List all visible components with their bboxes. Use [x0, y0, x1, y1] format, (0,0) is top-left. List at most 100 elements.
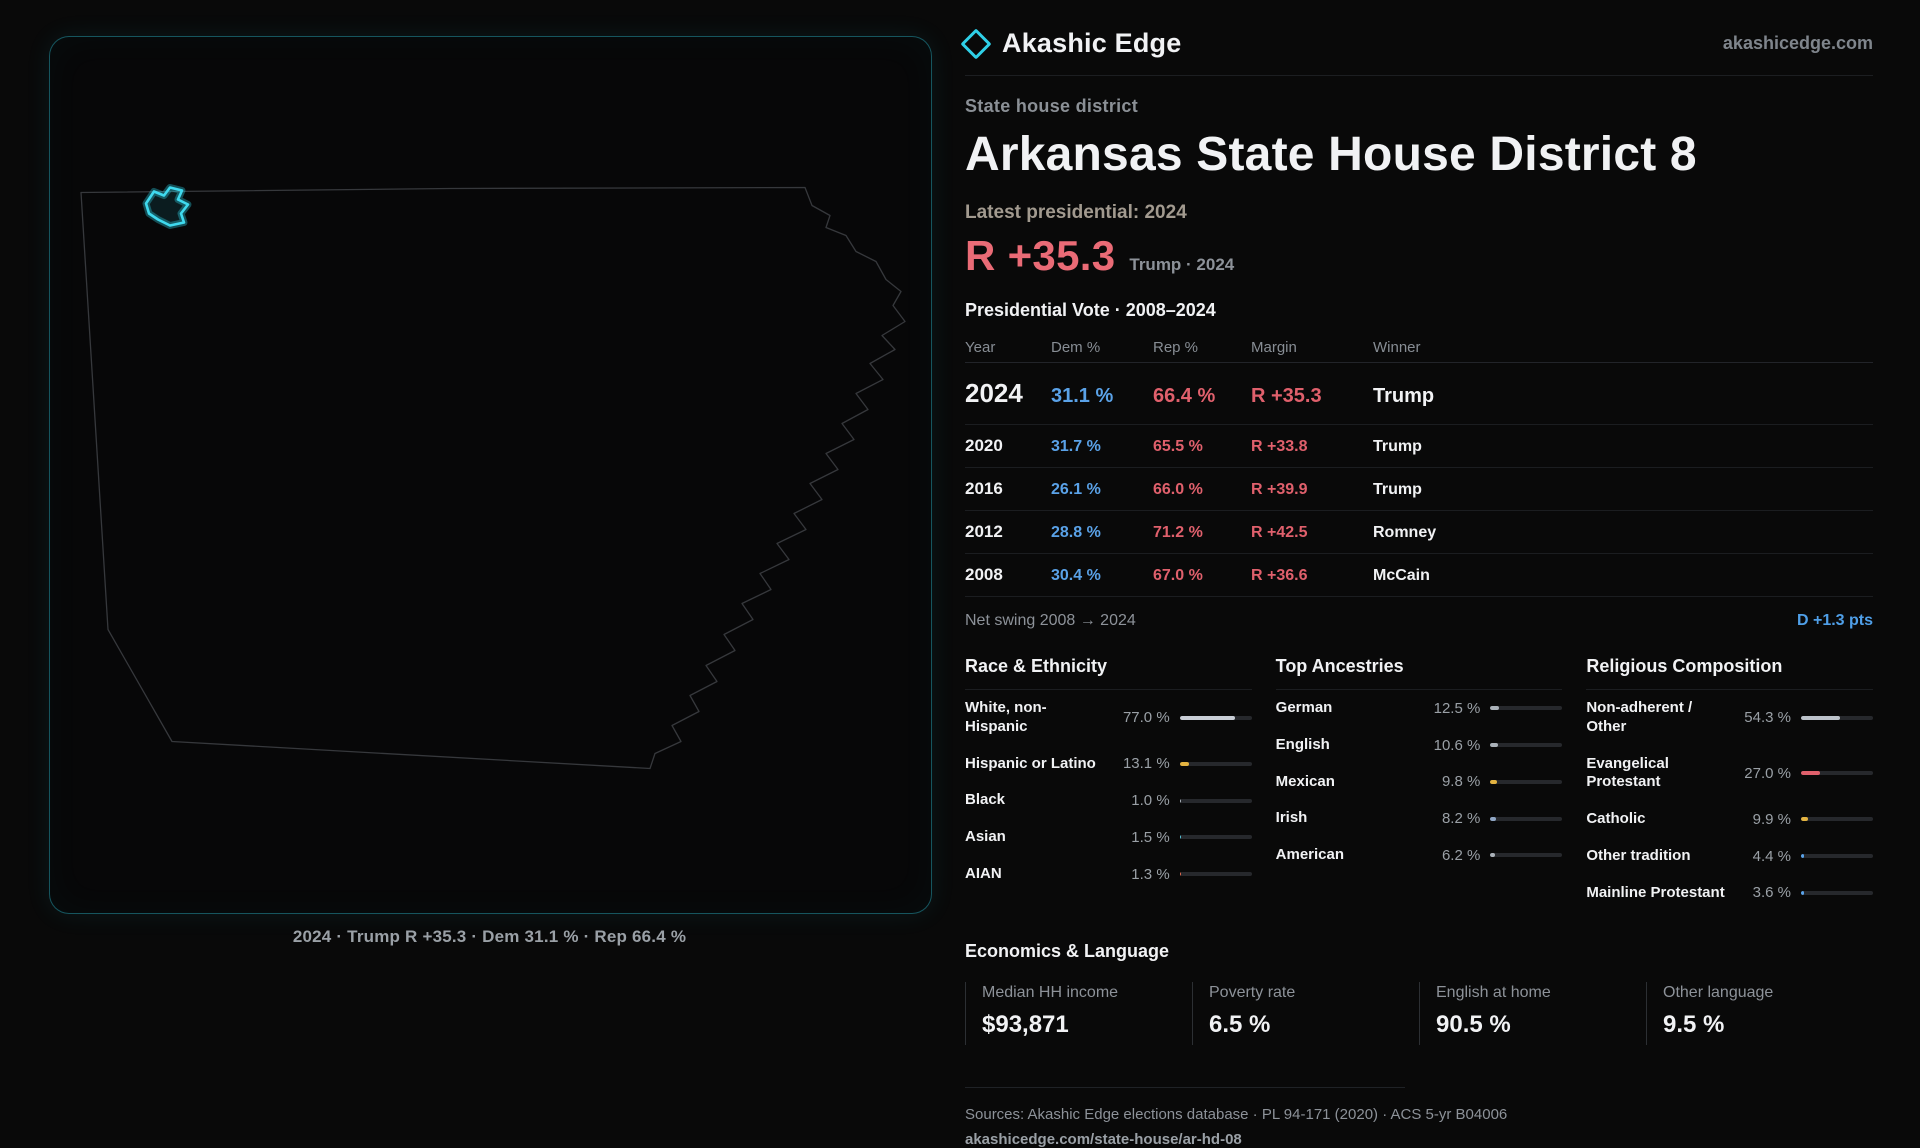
district-type-kicker: State house district: [965, 96, 1139, 116]
demographic-row: English 10.6 %: [1276, 727, 1563, 764]
rep-cell: 66.4 %: [1153, 385, 1216, 407]
sources-line: Sources: Akashic Edge elections database…: [965, 1106, 1508, 1124]
demographic-row: Other tradition 4.4 %: [1586, 838, 1873, 875]
dem-cell: 28.8 %: [1051, 524, 1101, 541]
demographic-row: Mainline Protestant 3.6 %: [1586, 875, 1873, 912]
stat-value: 90.5 %: [1436, 1011, 1511, 1039]
stat-median-hh-income: Median HH income $93,871: [965, 982, 1192, 1046]
demographic-row: German 12.5 %: [1276, 690, 1563, 727]
economics-stats: Median HH income $93,871 Poverty rate 6.…: [965, 982, 1873, 1046]
dem-cell: 31.7 %: [1051, 438, 1101, 455]
demographic-value: 4.4 %: [1752, 847, 1791, 865]
demographic-bar: [1800, 771, 1873, 776]
demographic-value: 1.0 %: [1131, 792, 1170, 810]
year-cell: 2024: [965, 378, 1023, 408]
demographic-bar: [1179, 835, 1252, 840]
demographic-bar: [1800, 890, 1873, 895]
year-cell: 2012: [965, 522, 1003, 541]
demographic-label: Hispanic or Latino: [965, 754, 1096, 772]
demographic-label: Non-adherent / Other: [1586, 699, 1693, 735]
rep-cell: 67.0 %: [1153, 567, 1203, 584]
demographic-bar: [1490, 779, 1563, 784]
stat-label: Median HH income: [982, 984, 1119, 1002]
demographic-row: Irish 8.2 %: [1276, 800, 1563, 837]
year-cell: 2020: [965, 436, 1003, 455]
winner-cell: Trump: [1373, 438, 1422, 455]
demographic-label: AIAN: [965, 864, 1002, 882]
district-highlight: [144, 186, 190, 227]
vote-row-2008: 2008 30.4 % 67.0 % R +36.6 McCain: [965, 554, 1873, 597]
year-cell: 2016: [965, 479, 1003, 498]
winner-cell: McCain: [1373, 567, 1430, 584]
margin-cell: R +39.9: [1251, 481, 1308, 498]
dem-cell: 31.1 %: [1051, 385, 1114, 407]
demographic-label: American: [1275, 846, 1345, 863]
dem-cell: 30.4 %: [1051, 567, 1101, 584]
vote-table-title: Presidential Vote · 2008–2024: [965, 300, 1216, 320]
demographic-bar: [1800, 854, 1873, 859]
map-caption: 2024 · Trump R +35.3 · Dem 31.1 % · Rep …: [292, 927, 687, 946]
demographic-row: Non-adherent / Other 54.3 %: [1586, 690, 1873, 746]
margin-cell: R +33.8: [1251, 438, 1308, 455]
vote-table-header-row: Year Dem % Rep % Margin Winner: [965, 333, 1873, 363]
demographic-value: 6.2 %: [1441, 846, 1481, 864]
stat-english-at-home: English at home 90.5 %: [1419, 982, 1646, 1046]
rep-cell: 71.2 %: [1153, 524, 1203, 541]
demographic-label: Evangelical Protestant: [1586, 754, 1669, 791]
district-report: Akashic Edge akashicedge.com State house…: [960, 27, 1873, 1148]
presidential-vote-table: Year Dem % Rep % Margin Winner 2024 31.1…: [965, 333, 1873, 597]
year-cell: 2008: [965, 565, 1003, 584]
col-winner: Winner: [1373, 339, 1421, 356]
demographic-bar: [1490, 706, 1563, 711]
demographic-row: Black 1.0 %: [965, 782, 1252, 819]
demographic-value: 77.0 %: [1122, 709, 1170, 727]
margin-cell: R +36.6: [1251, 567, 1308, 584]
stat-label: Other language: [1663, 984, 1774, 1002]
arkansas-outline: [80, 186, 906, 770]
demographic-row: American 6.2 %: [1276, 837, 1563, 874]
stat-value: 9.5 %: [1663, 1011, 1725, 1039]
col-margin: Margin: [1251, 339, 1297, 356]
stat-other-language: Other language 9.5 %: [1646, 982, 1873, 1046]
col-year: Year: [965, 339, 996, 356]
net-swing-row: Net swing 2008 → 2024 D +1.3 pts: [965, 612, 1873, 630]
demographic-row: Asian 1.5 %: [965, 819, 1252, 856]
demographic-bar: [1179, 761, 1252, 766]
section-title: Religious Composition: [1586, 656, 1873, 690]
demographic-label: Catholic: [1586, 810, 1646, 827]
demographic-bar: [1490, 853, 1563, 858]
demographic-bar: [1179, 798, 1252, 803]
demographic-value: 9.9 %: [1752, 810, 1791, 828]
demographic-value: 3.6 %: [1752, 884, 1791, 902]
arkansas-state-map: [80, 184, 906, 770]
demographic-bar: [1179, 872, 1252, 877]
col-dem: Dem %: [1051, 339, 1101, 356]
demographic-bar: [1179, 715, 1252, 720]
demographic-bar: [1800, 817, 1873, 822]
latest-presidential-label: Latest presidential: 2024: [965, 202, 1187, 223]
dem-cell: 26.1 %: [1051, 481, 1101, 498]
stat-value: $93,871: [982, 1011, 1069, 1039]
demographic-value: 13.1 %: [1122, 755, 1170, 773]
vote-row-2020: 2020 31.7 % 65.5 % R +33.8 Trump: [965, 425, 1873, 468]
demographic-value: 12.5 %: [1433, 699, 1481, 717]
winner-cell: Trump: [1373, 385, 1435, 407]
headline-margin-value: R +35.3: [965, 232, 1116, 279]
demographic-label: German: [1275, 699, 1333, 716]
stat-poverty-rate: Poverty rate 6.5 %: [1192, 982, 1419, 1046]
permalink: akashicedge.com/state-house/ar-hd-08: [965, 1131, 1242, 1148]
demographic-value: 1.3 %: [1131, 865, 1170, 883]
demographic-value: 27.0 %: [1744, 764, 1791, 782]
footer-divider: [965, 1087, 1405, 1089]
demographic-value: 8.2 %: [1441, 810, 1481, 828]
demographic-row: Catholic 9.9 %: [1586, 801, 1873, 838]
demographic-row: Evangelical Protestant 27.0 %: [1586, 746, 1873, 802]
diamond-logo-icon: [960, 27, 992, 60]
religion-section: Religious Composition Non-adherent / Oth…: [1586, 656, 1873, 911]
demographic-value: 10.6 %: [1433, 736, 1481, 754]
demographic-bar: [1490, 743, 1563, 748]
margin-cell: R +35.3: [1251, 385, 1322, 407]
stat-label: English at home: [1436, 984, 1551, 1002]
district-map-panel: [49, 36, 932, 914]
demographic-label: Black: [965, 791, 1006, 809]
